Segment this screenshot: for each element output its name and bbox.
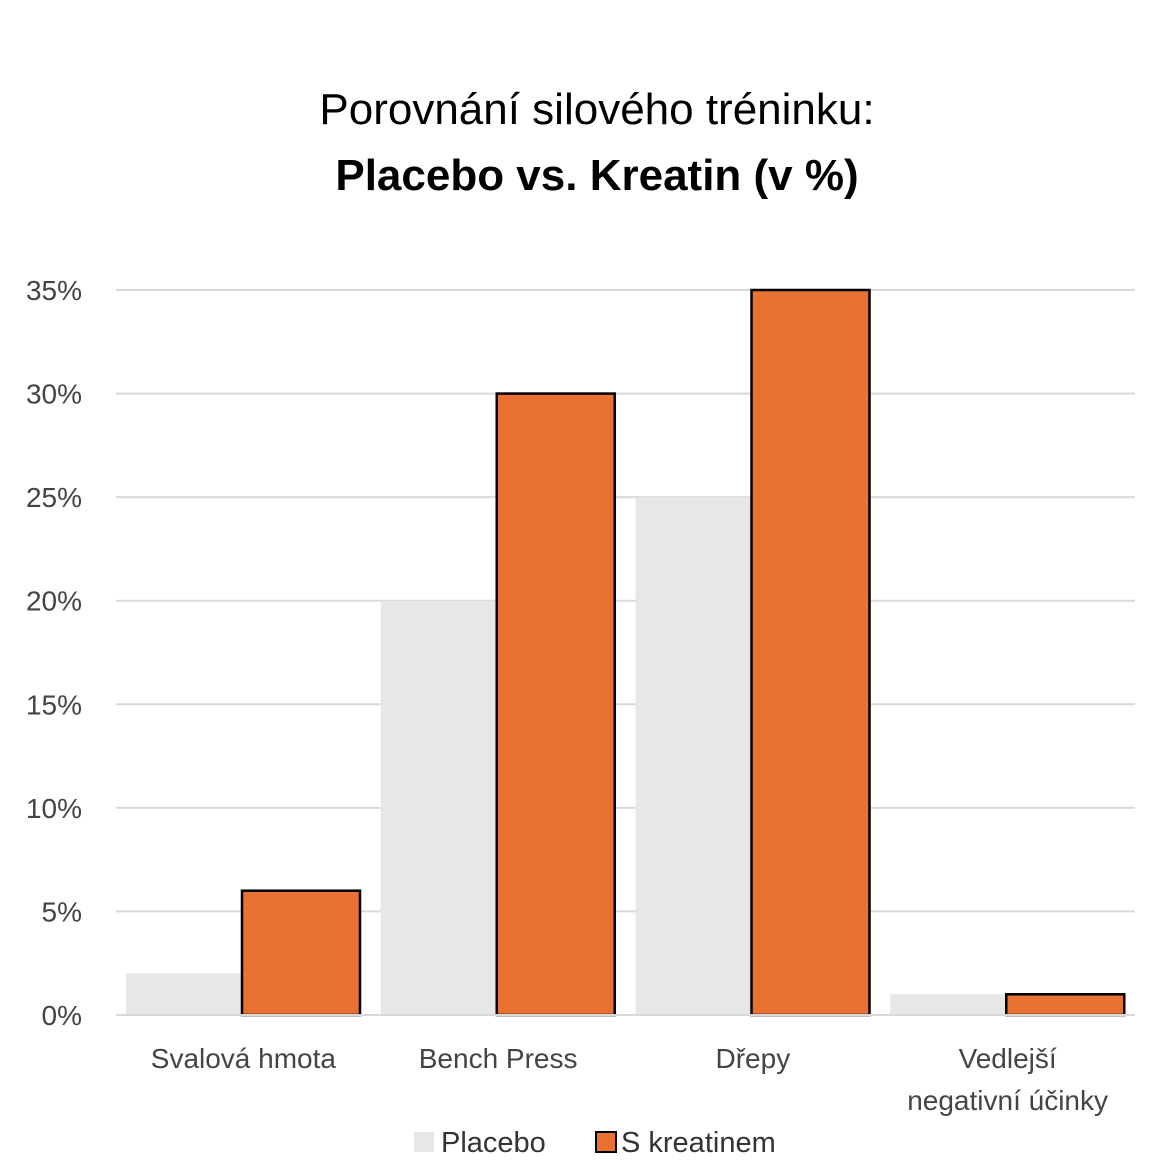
x-category-label: Dřepy — [716, 1043, 791, 1074]
x-category-label: Svalová hmota — [151, 1043, 337, 1074]
bar-kreatin — [752, 290, 870, 1015]
bar-placebo — [636, 497, 754, 1015]
bars — [126, 290, 1124, 1015]
x-axis-category-labels: Svalová hmota Bench Press Dřepy Vedlejší neg… — [151, 1043, 1108, 1116]
y-tick-label: 30% — [26, 379, 82, 410]
y-tick-label: 20% — [26, 586, 82, 617]
y-tick-label: 15% — [26, 689, 82, 720]
bar-kreatin — [242, 891, 360, 1015]
bar-kreatin — [1006, 994, 1124, 1015]
legend: Placebo S kreatinem — [414, 1127, 776, 1159]
bar-placebo — [381, 601, 499, 1015]
legend-label: S kreatinem — [621, 1127, 776, 1159]
x-category-label: Vedlejší negativní účinky — [907, 1043, 1108, 1116]
x-category-label: Bench Press — [419, 1043, 578, 1074]
y-tick-label: 10% — [26, 793, 82, 824]
bar-placebo — [890, 994, 1008, 1015]
legend-swatch — [596, 1132, 616, 1152]
legend-swatch — [414, 1132, 434, 1152]
bar-kreatin — [497, 394, 615, 1015]
y-tick-label: 5% — [42, 896, 82, 927]
legend-label: Placebo — [441, 1127, 546, 1159]
y-tick-label: 35% — [26, 275, 82, 306]
y-tick-label: 0% — [42, 1000, 82, 1031]
y-axis-tick-labels: 0% 5% 10% 15% 20% 25% 30% 35% — [26, 275, 82, 1031]
gridlines — [116, 290, 1135, 911]
chart-title-line1: Porovnání silového tréninku: — [319, 85, 874, 134]
bar-placebo — [126, 974, 244, 1015]
y-tick-label: 25% — [26, 482, 82, 513]
chart-title-line2: Placebo vs. Kreatin (v %) — [335, 151, 858, 200]
